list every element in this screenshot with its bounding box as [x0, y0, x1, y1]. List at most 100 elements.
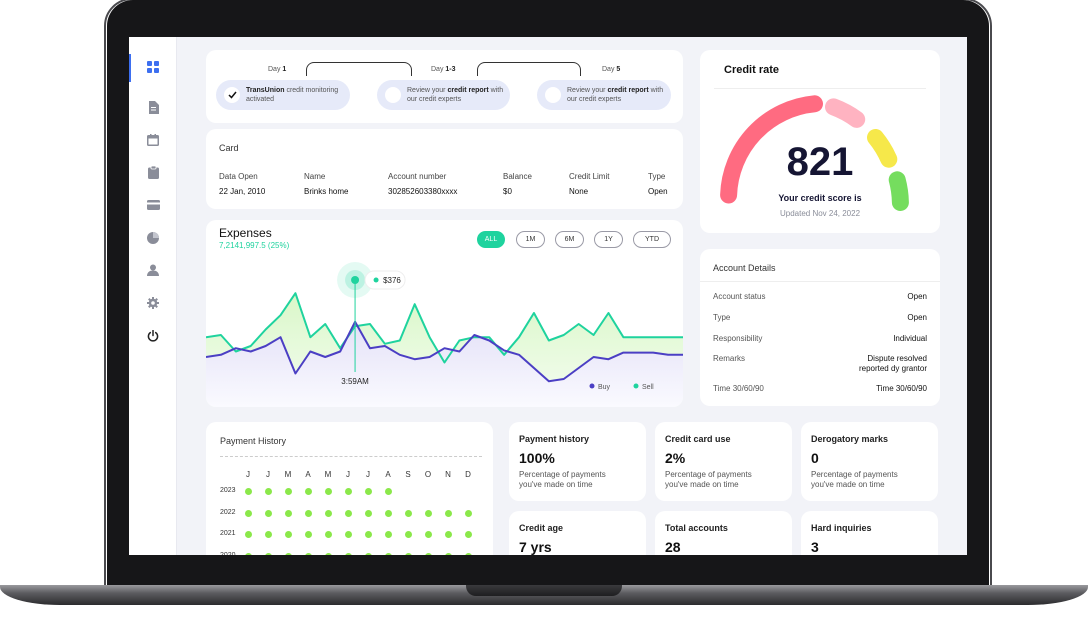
month-label: N [445, 470, 451, 479]
month-label: A [385, 470, 391, 479]
step-connector [477, 62, 581, 76]
stat-title: Derogatory marks [811, 434, 889, 444]
credit-card-icon[interactable] [146, 198, 160, 212]
clipboard-icon[interactable] [146, 165, 160, 179]
payment-dot [305, 531, 312, 538]
month-label: J [266, 470, 270, 479]
stat-value: 7 yrs [519, 539, 552, 555]
credit-score-updated: Updated Nov 24, 2022 [779, 209, 861, 218]
step-3[interactable]: Review your credit report with our credi… [537, 80, 671, 110]
step-2[interactable]: Review your credit report with our credi… [377, 80, 510, 110]
payment-dot [245, 488, 252, 495]
payment-dot [385, 531, 392, 538]
month-label: A [305, 470, 311, 479]
payment-dot [385, 509, 392, 517]
payment-dot [245, 552, 252, 555]
dashboard-icon[interactable] [146, 60, 160, 74]
year-label: 2023 [220, 487, 236, 494]
month-label: M [284, 470, 292, 479]
buy-area [206, 321, 683, 407]
stat-desc: Percentage of payments you've made on ti… [811, 470, 898, 489]
user-icon[interactable] [146, 263, 160, 277]
detail-value: Open [907, 292, 927, 301]
stat-card: Hard inquiries 3 [801, 511, 938, 555]
payment-dot [265, 488, 272, 495]
calendar-icon[interactable] [146, 133, 160, 147]
payment-dot [305, 509, 312, 517]
filter-all-button[interactable]: ALL [477, 231, 505, 248]
gauge-segment-excellent [888, 171, 909, 211]
account-details-title: Account Details [713, 263, 776, 273]
stat-title: Credit card use [665, 434, 731, 444]
divider [714, 88, 926, 89]
tooltip-value: $376 [383, 276, 401, 285]
payment-history-title: Payment History [220, 436, 287, 446]
month-label: J [346, 470, 350, 479]
payment-dot [285, 509, 292, 517]
filter-ytd-button[interactable]: YTD [633, 231, 671, 248]
payment-dot [325, 552, 332, 555]
month-label: J [246, 470, 250, 479]
payment-dot [265, 552, 272, 555]
payment-dot [325, 488, 332, 495]
settings-icon[interactable] [146, 296, 160, 310]
detail-value: Open [907, 313, 927, 322]
payment-dot [265, 531, 272, 538]
month-label: D [465, 470, 471, 479]
divider [220, 456, 482, 457]
stat-title: Hard inquiries [811, 523, 872, 533]
card-col-value: 302852603380xxxx [388, 187, 458, 196]
detail-value: Individual [893, 334, 927, 343]
stat-value: 0 [811, 450, 819, 466]
month-label: J [366, 470, 370, 479]
expenses-title: Expenses [219, 226, 272, 240]
stat-card: Payment history 100% Percentage of payme… [509, 422, 646, 501]
sell-line [206, 292, 683, 364]
step-2-text: Review your credit report with our credi… [407, 87, 504, 103]
filter-1m-button[interactable]: 1M [516, 231, 545, 248]
step-2-indicator [385, 87, 401, 103]
stat-card: Total accounts 28 [655, 511, 792, 555]
card-col-header: Name [304, 172, 326, 181]
step-connector [306, 62, 412, 76]
payment-dot [245, 509, 252, 517]
month-label: S [405, 470, 411, 479]
payment-dot [345, 509, 352, 517]
stat-value: 3 [811, 539, 819, 555]
filter-6m-button[interactable]: 6M [555, 231, 584, 248]
payment-dot [285, 488, 292, 495]
payment-dot [405, 509, 412, 517]
detail-label: Time 30/60/90 [713, 384, 764, 393]
card-col-value: None [569, 187, 589, 196]
onboarding-steps-card: Day 1 Day 1-3 Day 5 TransUnion credit mo… [206, 50, 683, 123]
payment-dot [405, 531, 412, 538]
card-title: Card [219, 143, 239, 153]
year-label: 2020 [220, 551, 236, 556]
card-col-value: $0 [503, 187, 512, 196]
gauge-segment-fair [825, 98, 866, 128]
stat-title: Credit age [519, 523, 564, 533]
step-1[interactable]: TransUnion credit monitoring activated [216, 80, 350, 110]
document-icon[interactable] [146, 100, 160, 114]
month-label: M [324, 470, 332, 479]
expenses-chart[interactable]: $376 3:59AM Buy Sell [206, 220, 683, 407]
card-info-card: Card Data Open 22 Jan, 2010 Name Brinks … [206, 129, 683, 209]
buy-line [206, 320, 683, 383]
stat-value: 100% [519, 450, 555, 466]
payment-dot [265, 509, 272, 517]
payment-dot [405, 552, 412, 555]
pie-chart-icon[interactable] [146, 231, 160, 245]
detail-value: Dispute resolved reported dy grantor [858, 354, 927, 373]
stat-card: Credit card use 2% Percentage of payment… [655, 422, 792, 501]
power-icon[interactable] [146, 329, 160, 343]
sidebar-active-indicator [129, 54, 131, 82]
card-col-header: Credit Limit [569, 172, 610, 181]
filter-1y-button[interactable]: 1Y [594, 231, 623, 248]
sidebar [129, 37, 177, 555]
highlight-point [351, 276, 360, 284]
payment-dot [445, 552, 452, 555]
payment-dot [425, 552, 432, 555]
detail-label: Remarks [713, 354, 746, 363]
step-2-day: Day 1-3 [431, 66, 456, 73]
stat-card: Credit age 7 yrs [509, 511, 646, 555]
